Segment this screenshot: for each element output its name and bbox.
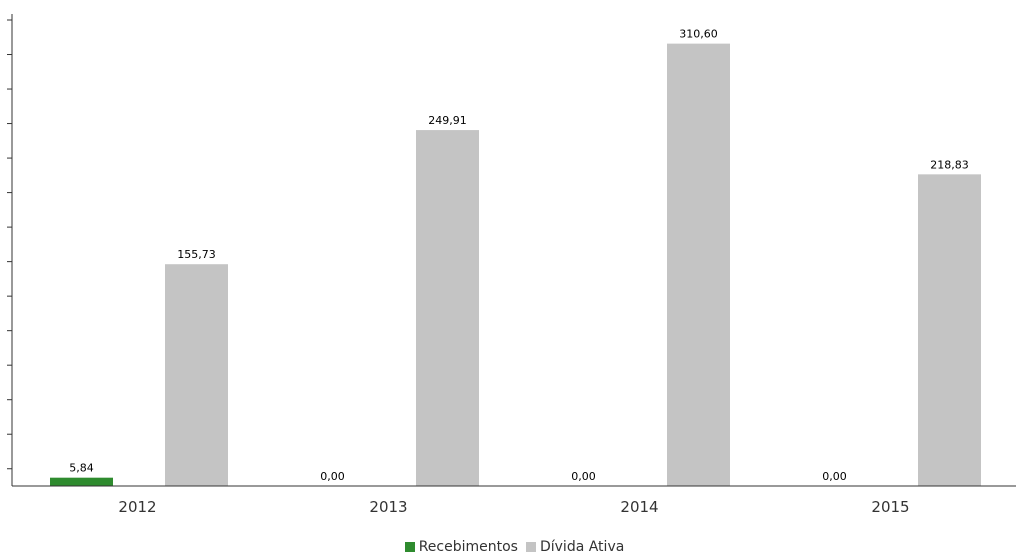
legend-item-divida-ativa[interactable]: Dívida Ativa: [525, 539, 625, 555]
legend-label-recebimentos: Recebimentos: [418, 539, 518, 555]
data-label-d-vida-ativa-2015: 218,83: [930, 158, 969, 171]
bar-d-vida-ativa-2012[interactable]: [165, 264, 228, 486]
bar-recebimentos-2012[interactable]: [50, 477, 113, 486]
x-tick-label-2015: 2015: [871, 498, 909, 516]
legend-item-recebimentos[interactable]: Recebimentos: [404, 539, 518, 555]
x-axis-labels: 2012 2013 2014 2015: [118, 498, 909, 516]
data-label-recebimentos-2015: 0,00: [822, 470, 847, 483]
legend-swatch-divida-ativa: [525, 542, 536, 552]
bar-d-vida-ativa-2015[interactable]: [918, 174, 981, 487]
bar-d-vida-ativa-2013[interactable]: [416, 130, 479, 487]
x-tick-label-2012: 2012: [118, 498, 156, 516]
x-tick-label-2013: 2013: [369, 498, 407, 516]
bar-d-vida-ativa-2014[interactable]: [667, 43, 730, 486]
data-label-d-vida-ativa-2014: 310,60: [679, 28, 718, 41]
data-label-d-vida-ativa-2012: 155,73: [177, 248, 216, 261]
bar-value-labels: 5,84 155,73 0,00 249,91 0,00 310,60 0,00 218,83: [69, 28, 969, 483]
data-label-d-vida-ativa-2013: 249,91: [428, 114, 467, 127]
legend-label-divida-ativa: Dívida Ativa: [539, 539, 625, 555]
data-label-recebimentos-2013: 0,00: [320, 470, 345, 483]
bars: [50, 43, 981, 487]
data-label-recebimentos-2012: 5,84: [69, 462, 94, 475]
data-label-recebimentos-2014: 0,00: [571, 470, 596, 483]
legend-swatch-recebimentos: [404, 542, 415, 552]
x-tick-label-2014: 2014: [620, 498, 658, 516]
legend: Recebimentos Dívida Ativa: [0, 538, 1029, 556]
y-axis-ticks: [7, 19, 12, 470]
